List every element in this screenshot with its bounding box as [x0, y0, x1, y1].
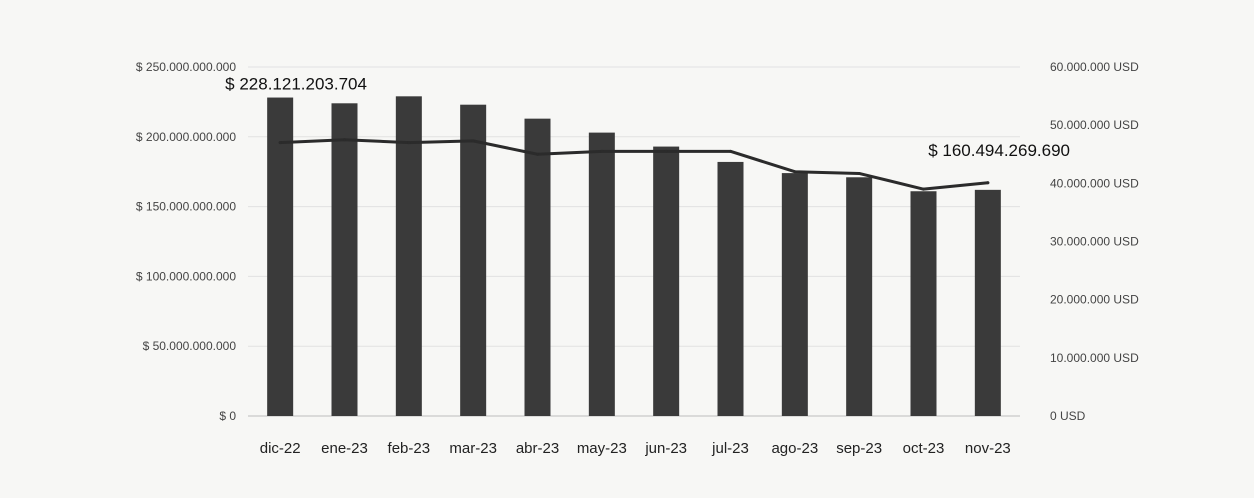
line-point [407, 141, 411, 145]
bar [331, 103, 358, 417]
line-point [471, 139, 475, 143]
line-series [278, 138, 990, 191]
bar [524, 118, 551, 416]
line-point [729, 149, 732, 153]
bar [974, 189, 1001, 416]
x-axis-tick-labels: dic-22 ene-23 feb-23 mar-23 abr-23 may-23 jun-… [260, 440, 1011, 457]
x-tick-label: sep-23 [836, 440, 882, 457]
x-tick-label: may-23 [577, 440, 627, 457]
x-tick-label: jun-23 [644, 440, 687, 457]
bar [910, 191, 937, 416]
x-tick-label: feb-23 [388, 440, 431, 457]
line-point [278, 141, 282, 145]
bar [846, 177, 873, 416]
bar-series [267, 96, 1001, 417]
x-tick-label: ago-23 [771, 440, 818, 457]
x-tick-label: nov-23 [965, 440, 1011, 457]
right-tick-label: 50.000.000 USD [1050, 118, 1139, 132]
line-point [600, 149, 604, 153]
bar [267, 97, 294, 417]
right-axis-tick-labels: 0 USD 10.000.000 USD 20.000.000 USD 30.000.… [1050, 60, 1139, 423]
line-point [343, 138, 346, 142]
left-tick-label: $ 0 [219, 409, 236, 423]
x-tick-label: jul-23 [711, 440, 749, 457]
x-tick-label: abr-23 [516, 440, 559, 457]
data-annotations: $ 228.121.203.704 $ 160.494.269.690 [225, 75, 1070, 160]
line-point [857, 171, 861, 175]
line-point [664, 149, 668, 153]
left-tick-label: $ 250.000.000.000 [136, 60, 236, 74]
x-tick-label: oct-23 [903, 440, 945, 457]
right-tick-label: 10.000.000 USD [1050, 351, 1139, 365]
bar [460, 104, 487, 416]
line-point [793, 170, 797, 174]
right-tick-label: 30.000.000 USD [1050, 235, 1139, 249]
x-tick-label: mar-23 [449, 440, 497, 457]
left-tick-label: $ 100.000.000.000 [136, 269, 236, 283]
bar [588, 132, 615, 416]
line-point [986, 181, 990, 185]
bar [653, 146, 680, 416]
bar [395, 96, 422, 416]
bar [717, 161, 744, 416]
x-tick-label: dic-22 [260, 440, 301, 457]
bar [781, 173, 808, 416]
left-tick-label: $ 150.000.000.000 [136, 200, 236, 214]
data-annotation: $ 160.494.269.690 [928, 141, 1070, 160]
left-tick-label: $ 200.000.000.000 [136, 130, 236, 144]
line-point [536, 152, 539, 156]
data-annotation: $ 228.121.203.704 [225, 75, 367, 94]
gridlines [248, 66, 1020, 417]
left-tick-label: $ 50.000.000.000 [143, 339, 237, 353]
right-tick-label: 20.000.000 USD [1050, 293, 1139, 307]
x-tick-label: ene-23 [321, 440, 368, 457]
left-axis-tick-labels: $ 0 $ 50.000.000.000 $ 100.000.000.000 $ 15… [136, 60, 236, 423]
right-tick-label: 0 USD [1050, 409, 1086, 423]
line-path [278, 138, 990, 191]
right-tick-label: 60.000.000 USD [1050, 60, 1139, 74]
right-tick-label: 40.000.000 USD [1050, 176, 1139, 190]
line-point [922, 187, 925, 191]
